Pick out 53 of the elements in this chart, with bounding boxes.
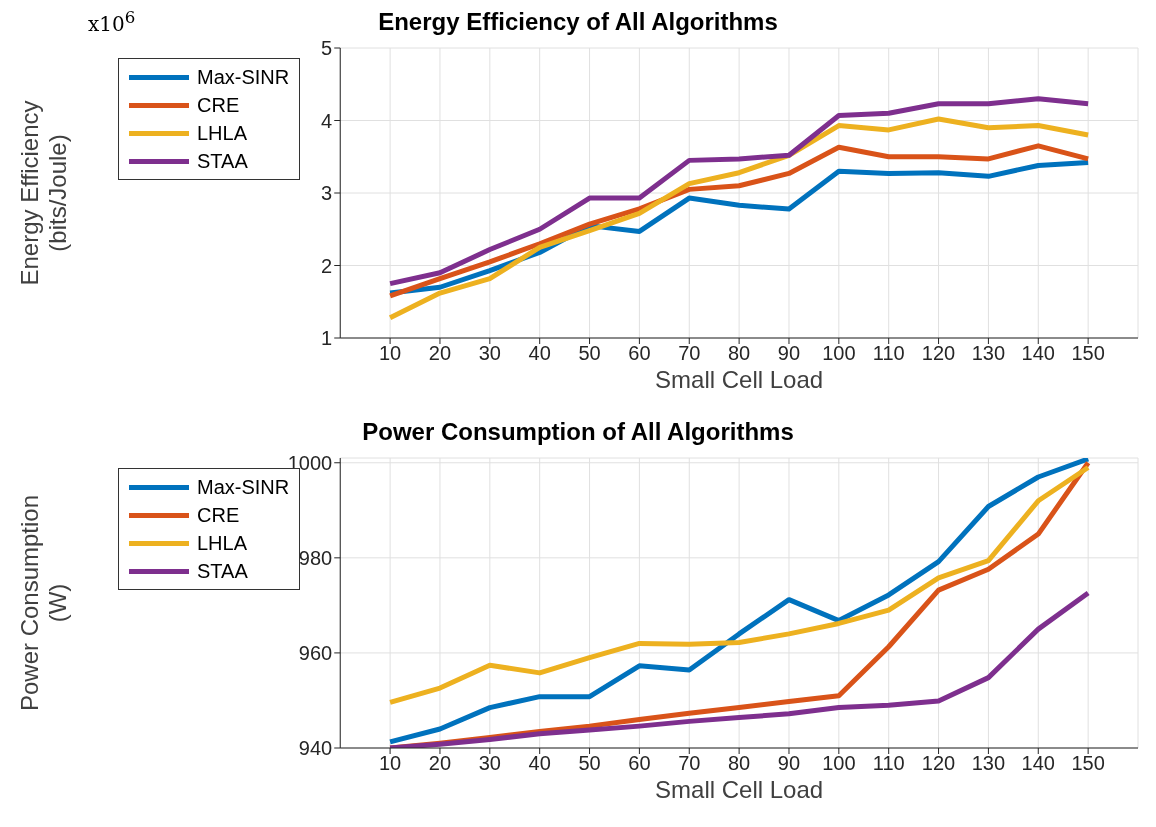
x-tick-label: 110: [872, 752, 905, 775]
x-tick-label: 100: [822, 752, 856, 775]
y-tick-label: 940: [298, 737, 333, 760]
x-tick-label: 60: [628, 752, 651, 775]
x-tick-label: 130: [971, 342, 1006, 365]
y-tick-label: 1: [321, 327, 333, 350]
chart-title: Power Consumption of All Algorithms: [361, 418, 795, 447]
x-tick-label: 90: [777, 342, 801, 365]
legend-label: LHLA: [197, 531, 248, 555]
x-tick-label: 150: [1071, 342, 1105, 365]
x-tick-label: 50: [578, 752, 601, 775]
x-tick-label: 150: [1071, 752, 1105, 775]
x-tick-label: 10: [378, 752, 402, 775]
legend-label: LHLA: [197, 121, 248, 145]
legend-label: CRE: [197, 93, 240, 117]
x-tick-label: 60: [628, 342, 651, 365]
legend-label: STAA: [197, 559, 248, 583]
legend-label: Max-SINR: [197, 475, 290, 499]
x-tick-label: 40: [528, 342, 551, 365]
x-tick-label: 80: [727, 342, 751, 365]
x-tick-label: 70: [678, 752, 701, 775]
x-tick-label: 50: [578, 342, 601, 365]
y-tick-label: 980: [298, 546, 333, 569]
y-axis-title: Energy Efficiency (bits/Joule): [16, 100, 71, 286]
x-tick-label: 20: [428, 342, 452, 365]
y-tick-label: 4: [321, 109, 333, 132]
x-tick-label: 70: [678, 342, 701, 365]
x-axis-title: Small Cell Load: [655, 366, 824, 393]
legend-label: Max-SINR: [197, 65, 290, 89]
x-tick-label: 130: [971, 752, 1006, 775]
y-tick-label: 960: [298, 642, 333, 665]
x-tick-label: 100: [822, 342, 856, 365]
y-axis-title: Power Consumption (W): [16, 494, 71, 712]
x-tick-label: 140: [1021, 342, 1055, 365]
chart-title: Energy Efficiency of All Algorithms: [378, 8, 778, 35]
x-tick-label: 40: [528, 752, 551, 775]
legend-label: CRE: [197, 503, 240, 527]
x-tick-label: 20: [428, 752, 452, 775]
legend-label: STAA: [197, 149, 248, 173]
x-tick-label: 110: [872, 342, 905, 365]
x-tick-label: 30: [478, 342, 501, 365]
x-tick-label: 90: [777, 752, 801, 775]
x-tick-label: 140: [1021, 752, 1055, 775]
x-tick-label: 120: [921, 752, 956, 775]
x-tick-label: 30: [478, 752, 501, 775]
x-axis-title: Small Cell Load: [655, 776, 824, 803]
text: x10$^{6}$: [88, 8, 136, 36]
y-tick-label: 5: [321, 37, 333, 60]
x-tick-label: 80: [727, 752, 751, 775]
x-tick-label: 120: [921, 342, 956, 365]
y-tick-label: 3: [321, 182, 333, 205]
y-tick-label: 2: [321, 254, 333, 277]
x-tick-label: 10: [378, 342, 402, 365]
